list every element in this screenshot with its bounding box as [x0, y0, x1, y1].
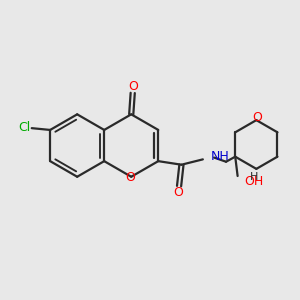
Text: H: H — [250, 172, 258, 182]
Text: OH: OH — [244, 175, 263, 188]
Text: O: O — [128, 80, 138, 94]
Text: O: O — [125, 171, 135, 184]
Text: O: O — [252, 111, 262, 124]
Text: NH: NH — [211, 150, 230, 163]
Text: Cl: Cl — [18, 121, 30, 134]
Text: O: O — [173, 186, 183, 199]
